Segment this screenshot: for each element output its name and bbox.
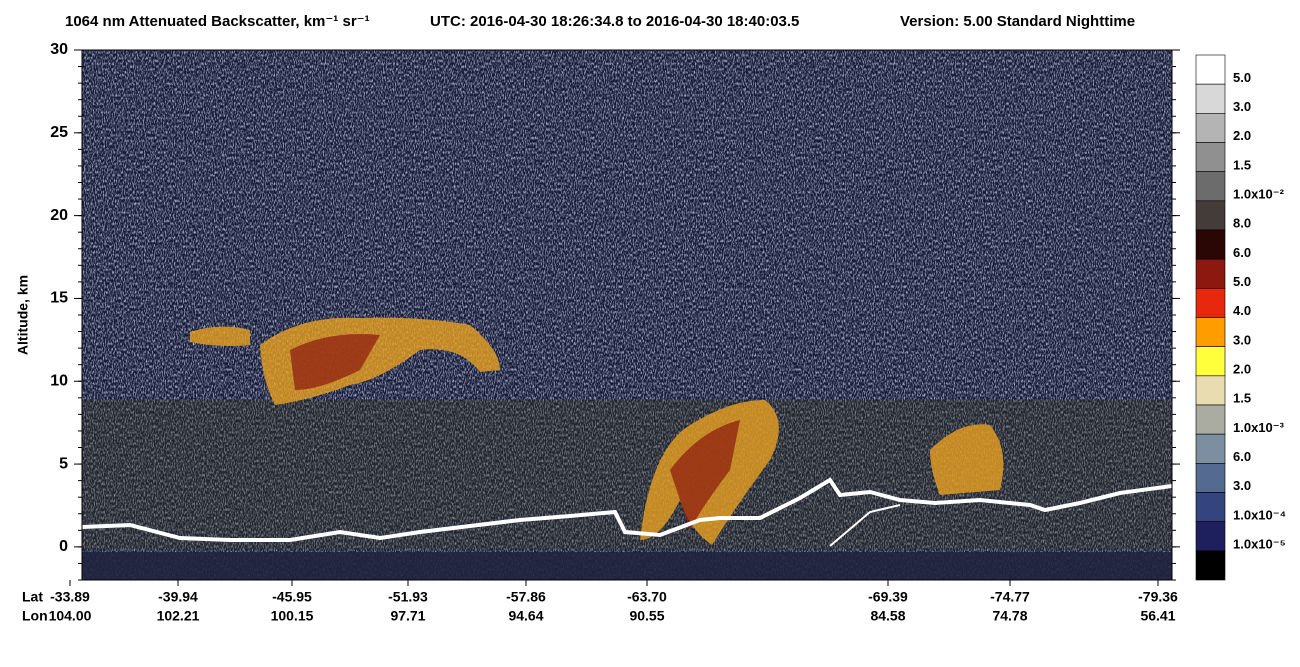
x-tick-label: -51.93 (388, 589, 428, 605)
x-tick-label: -79.36 (1138, 589, 1178, 605)
colorbar-label: 1.0x10⁻⁴ (1233, 507, 1286, 522)
y-tick-label: 15 (50, 290, 68, 307)
colorbar-label: 8.0 (1233, 216, 1251, 231)
colorbar-swatch (1195, 142, 1226, 172)
y-tick-label: 10 (50, 372, 68, 389)
x-tick-label: -57.86 (506, 589, 546, 605)
colorbar-label: 3.0 (1233, 478, 1251, 493)
colorbar-swatch (1195, 346, 1226, 377)
noise-texture (82, 50, 1172, 580)
colorbar-swatch (1195, 258, 1226, 289)
colorbar-swatch (1195, 521, 1226, 552)
x-tick-label: 100.15 (271, 608, 314, 624)
x-tick-label: -69.39 (868, 589, 908, 605)
x-tick-label: 94.64 (508, 608, 543, 624)
colorbar-swatch (1195, 288, 1226, 318)
x-row-name: Lon (22, 608, 48, 624)
x-tick-label: 97.71 (390, 608, 425, 624)
colorbar-label: 3.0 (1233, 332, 1251, 347)
colorbar-swatch (1195, 463, 1226, 493)
y-axis-label: Altitude, km (15, 275, 31, 355)
x-tick-label: -74.77 (990, 589, 1030, 605)
colorbar-swatch (1195, 83, 1226, 114)
colorbar-swatch (1195, 433, 1226, 464)
colorbar-swatch (1195, 317, 1226, 347)
colorbar-label: 6.0 (1233, 245, 1251, 260)
colorbar-swatch (1195, 229, 1226, 260)
chart-title: 1064 nm Attenuated Backscatter, km⁻¹ sr⁻… (65, 13, 370, 30)
surface-return (82, 477, 1172, 542)
below-surface (82, 552, 1172, 580)
colorbar-label: 5.0 (1233, 274, 1251, 289)
x-tick-label: -45.95 (272, 589, 312, 605)
lower-haze (82, 400, 1172, 550)
colorbar-label: 4.0 (1233, 303, 1251, 318)
colorbar-label: 5.0 (1233, 70, 1251, 85)
x-tick-label: 84.58 (870, 608, 905, 624)
time-range: UTC: 2016-04-30 18:26:34.8 to 2016-04-30… (430, 13, 799, 30)
x-tick-label: 102.21 (157, 608, 200, 624)
x-tick-label: -33.89 (50, 589, 90, 605)
colorbar-label: 1.0x10⁻² (1233, 186, 1285, 201)
colorbar-label: 2.0 (1233, 128, 1251, 143)
surface-slope (829, 504, 901, 547)
colorbar-swatch (1195, 54, 1226, 85)
x-tick-label: 90.55 (629, 608, 664, 624)
colorbar-swatch (1195, 404, 1226, 435)
cloud-cores (290, 334, 740, 530)
y-tick-label: 20 (50, 207, 68, 224)
colorbar-label: 1.0x10⁻⁵ (1233, 536, 1286, 551)
x-tick-label: -63.70 (627, 589, 667, 605)
colorbar-swatch (1195, 375, 1226, 406)
y-tick-label: 0 (59, 538, 68, 555)
colorbar-swatch (1195, 113, 1226, 143)
y-tick-label: 25 (50, 124, 68, 141)
colorbar-label: 3.0 (1233, 99, 1251, 114)
version: Version: 5.00 Standard Nighttime (900, 13, 1135, 30)
colorbar-label: 1.0x10⁻³ (1233, 420, 1285, 435)
colorbar-label: 6.0 (1233, 449, 1251, 464)
colorbar-swatch (1195, 550, 1226, 581)
colorbar-swatch (1195, 492, 1226, 522)
x-tick-label: -39.94 (158, 589, 198, 605)
x-row-name: Lat (22, 589, 43, 605)
plot-image (82, 50, 1172, 580)
colorbar-label: 1.5 (1233, 391, 1251, 406)
colorbar-label: 2.0 (1233, 361, 1251, 376)
y-tick-label: 5 (59, 455, 68, 472)
colorbar-swatch (1195, 200, 1226, 231)
x-tick-label: 56.41 (1140, 608, 1175, 624)
x-tick-label: 104.00 (49, 608, 92, 624)
colorbar-label: 1.5 (1233, 157, 1251, 172)
colorbar-swatch (1195, 171, 1226, 202)
y-tick-label: 30 (50, 41, 68, 58)
x-tick-label: 74.78 (992, 608, 1027, 624)
